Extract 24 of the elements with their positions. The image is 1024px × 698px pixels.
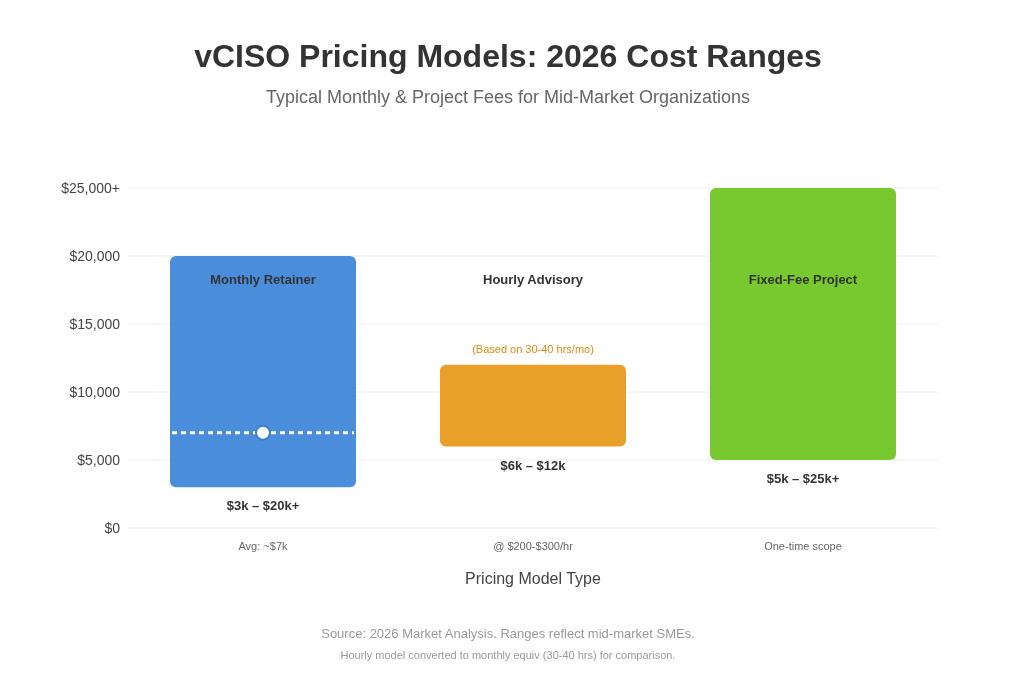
x-tick-label: Monthly Retainer xyxy=(210,272,316,287)
annotation: $5k – $25k+ xyxy=(766,471,840,487)
x-tick-label: Fixed-Fee Project xyxy=(748,272,858,287)
chart-title: vCISO Pricing Models: 2026 Cost Ranges xyxy=(193,38,823,75)
bar xyxy=(170,256,356,488)
annotation: $3k – $20k+ xyxy=(226,498,300,514)
y-tick-label: $25,000+ xyxy=(61,179,120,196)
y-tick-label: $15,000 xyxy=(69,315,121,332)
annotation: $6k – $12k xyxy=(500,457,567,473)
y-tick-label: $5,000 xyxy=(77,451,121,468)
bar xyxy=(710,188,896,460)
text: One-time scope xyxy=(764,540,842,552)
x-tick-label: Hourly Advisory xyxy=(483,272,584,287)
bar xyxy=(440,364,626,447)
y-tick-label: $20,000 xyxy=(69,247,121,264)
x-axis-title: Pricing Model Type xyxy=(465,570,601,587)
chart-subtitle: Typical Monthly & Project Fees for Mid-Market Organizations xyxy=(264,87,752,108)
source-note: Source: 2026 Market Analysis. Ranges reflect mid-market SMEs. xyxy=(320,626,696,641)
text: @ $200-$300/hr xyxy=(493,540,574,552)
y-tick-label: $0 xyxy=(104,519,121,536)
annotation: (Based on 30-40 hrs/mo) xyxy=(472,342,594,355)
text: Hourly model converted to monthly equiv (30-40 hrs) for comparison. xyxy=(339,649,677,661)
y-tick-label: $10,000 xyxy=(69,383,121,400)
text: Avg: ~$7k xyxy=(238,540,289,552)
